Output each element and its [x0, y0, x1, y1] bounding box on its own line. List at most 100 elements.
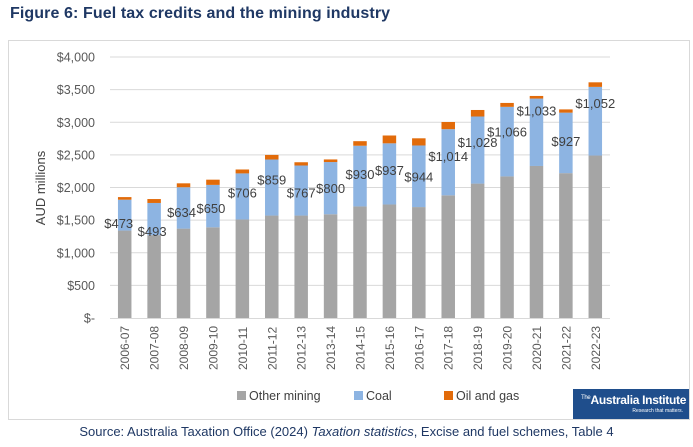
x-tick-label: 2008-09: [177, 326, 191, 370]
bar-coal: [441, 129, 455, 196]
data-label-coal: $1,066: [487, 125, 527, 140]
bar-oil-and-gas: [294, 162, 308, 166]
bar-coal: [147, 202, 161, 236]
legend: Other mining Coal Oil and gas: [237, 389, 519, 403]
data-label-coal: $800: [316, 181, 345, 196]
legend-coal: Coal: [354, 389, 392, 403]
bar-coal: [529, 98, 544, 166]
bar-coal: [323, 162, 338, 215]
x-tick-label: 2013-14: [324, 326, 338, 370]
bar-other-mining: [294, 215, 308, 318]
data-label-coal: $1,014: [428, 149, 468, 164]
y-tick-label: $3,500: [57, 83, 95, 97]
legend-label: Oil and gas: [456, 389, 519, 403]
bar-coal: [265, 159, 279, 216]
x-tick-label: 2018-19: [471, 326, 485, 370]
bar-other-mining: [206, 227, 220, 318]
bar-oil-and-gas: [117, 197, 132, 200]
bar-other-mining: [176, 228, 191, 318]
x-tick-label: 2019-20: [501, 326, 515, 370]
source-suffix: , Excise and fuel schemes, Table 4: [413, 424, 614, 439]
bar-coal: [470, 116, 485, 184]
bar-coal: [588, 86, 603, 156]
data-label-coal: $767: [287, 186, 316, 201]
data-label-coal: $937: [375, 163, 404, 178]
x-tick-label: 2009-10: [206, 326, 220, 370]
logo-name: Australia Institute: [590, 393, 687, 407]
bar-other-mining: [588, 155, 603, 318]
y-axis-label: AUD millions: [33, 150, 48, 225]
bar-other-mining: [382, 204, 397, 318]
bar-other-mining: [529, 165, 544, 318]
y-tick-label: $3,000: [57, 116, 95, 130]
legend-label: Other mining: [249, 389, 321, 403]
x-tick-label: 2015-16: [383, 326, 397, 370]
x-tick-label: 2016-17: [412, 326, 426, 370]
bar-oil-and-gas: [353, 141, 367, 146]
bar-oil-and-gas: [412, 138, 426, 146]
data-label-coal: $706: [228, 185, 257, 200]
figure-title: Figure 6: Fuel tax credits and the minin…: [10, 5, 391, 22]
bar-other-mining: [147, 235, 161, 318]
bar-oil-and-gas: [176, 183, 191, 188]
data-label-coal: $859: [257, 173, 286, 188]
source-prefix: Source: Australia Taxation Office (2024): [79, 424, 312, 439]
bar-oil-and-gas: [470, 109, 485, 117]
bar-coal: [294, 165, 308, 216]
x-tick-label: 2011-12: [265, 327, 279, 370]
logo-prefix: The: [581, 395, 591, 401]
bar-coal: [559, 112, 573, 174]
bar-oil-and-gas: [147, 199, 161, 203]
bar-other-mining: [559, 173, 573, 318]
data-labels: $473 $493$634 $650$706$859$767 $800$930 $937…: [104, 96, 615, 239]
legend-swatch: [354, 391, 363, 400]
legend-oil-and-gas: Oil and gas: [444, 389, 519, 403]
bar-other-mining: [353, 206, 367, 318]
bar-other-mining: [470, 183, 485, 318]
y-tick-label: $2,000: [57, 181, 95, 195]
legend-label: Coal: [366, 389, 392, 403]
bar-coal: [500, 106, 514, 177]
australia-institute-logo: TheAustralia Institute Research that mat…: [573, 389, 689, 419]
bar-oil-and-gas: [382, 135, 397, 144]
data-label-coal: $944: [404, 169, 433, 184]
bar-oil-and-gas: [529, 95, 544, 99]
bar-other-mining: [235, 219, 250, 318]
bar-oil-and-gas: [559, 109, 573, 113]
data-label-coal: $1,033: [517, 103, 557, 118]
data-label-coal: $473: [104, 216, 133, 231]
x-tick-label: 2022-23: [589, 326, 603, 370]
legend-swatch: [237, 391, 246, 400]
bar-coal: [353, 145, 367, 207]
bar-oil-and-gas: [588, 82, 603, 87]
bar-other-mining: [412, 207, 426, 318]
data-label-coal: $1,028: [458, 135, 498, 150]
y-tick-label: $1,000: [57, 246, 95, 260]
bar-coal: [235, 173, 250, 220]
bar-other-mining: [323, 214, 338, 318]
bars: [117, 82, 603, 318]
source-note: Source: Australia Taxation Office (2024)…: [0, 424, 693, 439]
logo-tagline: Research that matters.: [632, 408, 683, 414]
bar-oil-and-gas: [265, 154, 279, 160]
data-label-coal: $927: [551, 134, 580, 149]
bar-coal: [206, 184, 220, 228]
bar-oil-and-gas: [323, 159, 338, 163]
legend-swatch: [444, 391, 453, 400]
x-tick-label: 2017-18: [442, 326, 456, 370]
data-label-coal: $634: [167, 205, 196, 220]
data-label-coal: $650: [196, 201, 225, 216]
bar-oil-and-gas: [441, 121, 455, 130]
y-tick-label: $1,500: [57, 214, 95, 228]
data-label-coal: $930: [346, 167, 375, 182]
bar-coal: [176, 187, 191, 229]
bar-oil-and-gas: [235, 169, 250, 174]
y-tick-label: $-: [84, 312, 95, 326]
source-title: Taxation statistics: [311, 424, 414, 439]
bar-oil-and-gas: [500, 102, 514, 107]
bar-coal: [382, 143, 397, 205]
bar-other-mining: [500, 176, 514, 318]
y-axis-ticks: $- $500 $1,000 $1,500 $2,000 $2,500 $3,000 $3,5…: [57, 51, 95, 326]
x-axis-ticks: 2006-07 2007-08 2008-09 2009-10 2010-11 2011-…: [118, 326, 603, 370]
